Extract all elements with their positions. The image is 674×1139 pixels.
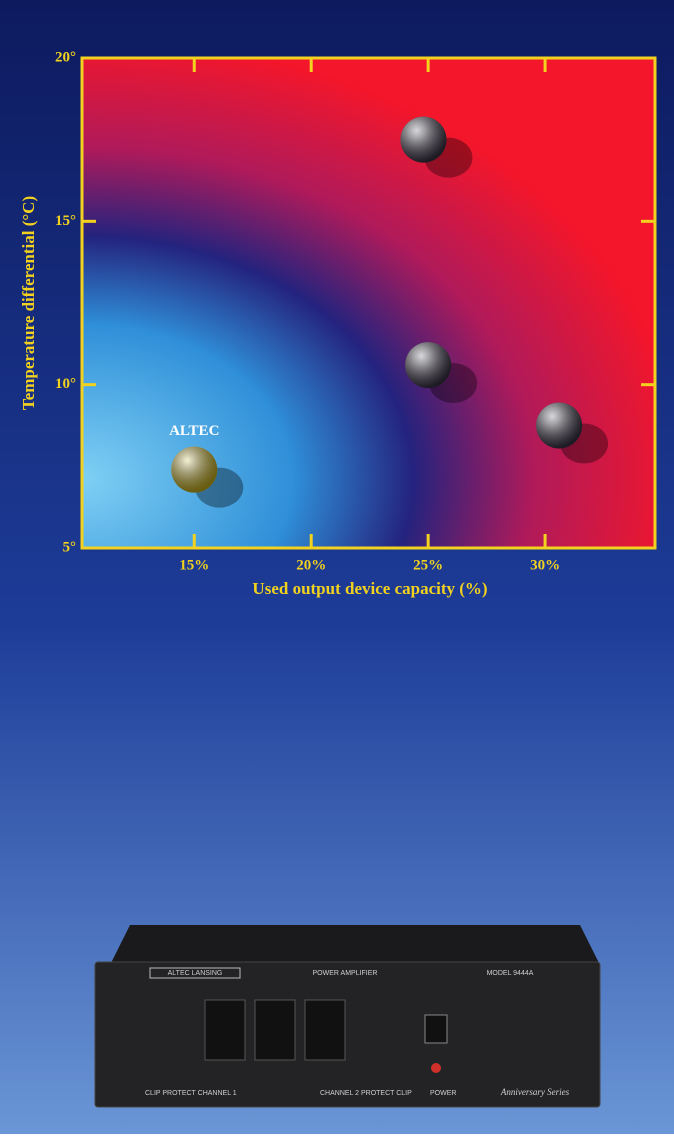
power-label: POWER <box>430 1090 456 1097</box>
point-shine <box>405 342 451 388</box>
series: Anniversary Series <box>500 1087 570 1097</box>
y-tick-label: 10° <box>55 376 76 392</box>
x-tick-label: 30% <box>530 557 560 573</box>
vents <box>205 1000 345 1060</box>
y-tick-label: 5° <box>63 539 77 555</box>
point-shine <box>171 447 217 493</box>
left-labels: CLIP PROTECT CHANNEL 1 <box>145 1090 237 1097</box>
x-tick-label: 25% <box>413 557 443 573</box>
brand: ALTEC LANSING <box>168 970 223 977</box>
model: MODEL 9444A <box>487 970 534 977</box>
page: Used output device capacity (%) Temperat… <box>0 0 674 1134</box>
y-tick-label: 15° <box>55 213 76 229</box>
x-tick-label: 15% <box>179 557 209 573</box>
x-tick-label: 20% <box>296 557 326 573</box>
amplifier: ALTEC LANSING POWER AMPLIFIER MODEL 9444… <box>95 925 600 1107</box>
annotation: ALTEC <box>169 423 219 439</box>
point-shine <box>536 403 582 449</box>
amp-top <box>110 925 600 965</box>
product-name: POWER AMPLIFIER <box>313 970 378 977</box>
plot-area <box>82 58 655 548</box>
point-shine <box>400 117 446 163</box>
amp-front <box>95 962 600 1107</box>
x-axis-title: Used output device capacity (%) <box>252 579 487 598</box>
power-led <box>431 1063 441 1073</box>
right-labels: CHANNEL 2 PROTECT CLIP <box>320 1090 412 1097</box>
y-axis-title: Temperature differential (°C) <box>19 196 38 410</box>
power-switch <box>425 1015 447 1043</box>
y-tick-label: 20° <box>55 49 76 65</box>
